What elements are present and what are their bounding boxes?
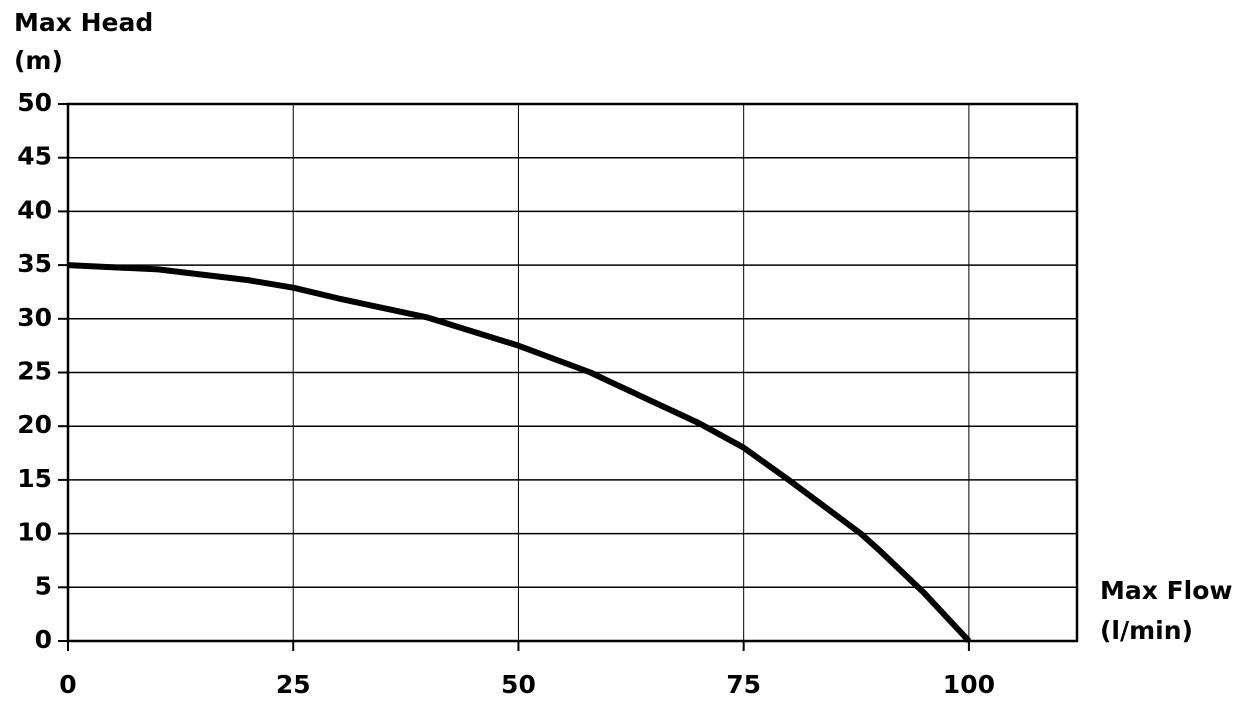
x-tick-label: 25 [276,670,311,699]
y-tick-label: 40 [17,195,52,224]
x-axis-label: Max Flow [1100,576,1233,605]
y-axis-label: Max Head [14,8,153,37]
curve [67,262,972,644]
x-tick-label: 75 [726,670,761,699]
x-tick-label: 100 [943,670,995,699]
y-tick-label: 20 [17,410,52,439]
y-tick-label: 0 [35,625,52,654]
y-axis-label: (m) [14,46,63,75]
y-tick-label: 5 [35,571,52,600]
y-tick-label: 30 [17,303,52,332]
y-tick-label: 15 [17,464,52,493]
y-tick-label: 10 [17,518,52,547]
y-tick-label: 35 [17,249,52,278]
y-tick-label: 45 [17,142,52,171]
x-axis-label: (l/min) [1100,616,1193,645]
x-tick-label: 50 [501,670,536,699]
x-tick-label: 0 [59,670,76,699]
plot-frame [66,102,1079,643]
y-tick-label: 25 [17,357,52,386]
y-tick-label: 50 [17,88,52,117]
